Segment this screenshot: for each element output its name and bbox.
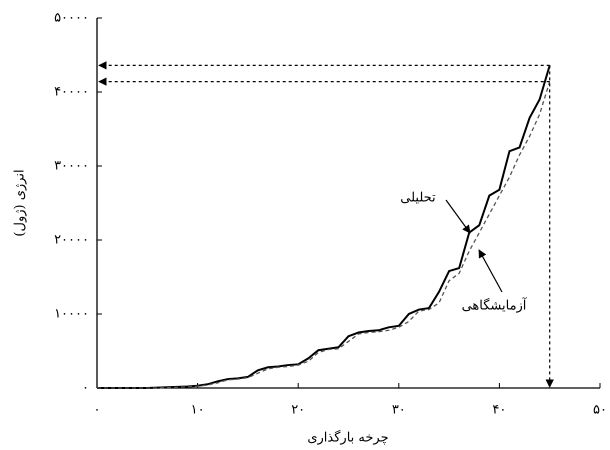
x-tick-label: ۱۰	[191, 403, 205, 418]
y-tick-label: ۰	[82, 381, 89, 396]
annotation-arrow	[445, 199, 471, 234]
y-tick-label: ۵۰۰۰۰	[54, 11, 89, 26]
series-line	[97, 65, 551, 389]
annotation: تحلیلی	[400, 191, 436, 206]
y-tick-label: ۲۰۰۰۰	[54, 233, 89, 248]
series-line	[97, 81, 551, 389]
x-tick-label: ۰	[94, 403, 101, 418]
y-tick-label: ۳۰۰۰۰	[54, 159, 89, 174]
y-tick-label: ۴۰۰۰۰	[54, 85, 89, 100]
x-tick-label: ۲۰	[291, 403, 305, 418]
x-tick-label: ۴۰	[492, 403, 506, 418]
y-tick-label: ۱۰۰۰۰	[54, 307, 89, 322]
x-tick-label: ۵۰	[593, 403, 607, 418]
annotation-arrow	[478, 249, 503, 293]
y-axis-label: انرژی (ژول)	[13, 169, 28, 236]
annotation: آزمایشگاهی	[462, 297, 528, 314]
x-tick-label: ۳۰	[392, 403, 406, 418]
x-axis-label: چرخه بارگذاری	[307, 430, 388, 446]
